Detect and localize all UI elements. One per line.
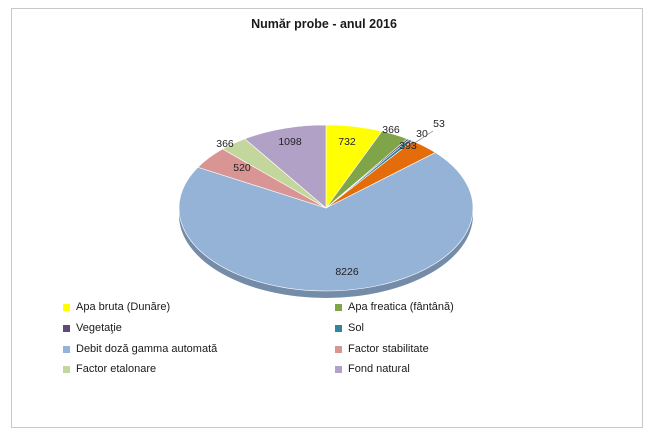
slice-value-label-2: 30 xyxy=(416,128,428,140)
slice-value-label-7: 366 xyxy=(216,138,234,150)
slice-value-label-0: 732 xyxy=(338,136,356,148)
leader-line-3 xyxy=(406,130,434,149)
chart-title: Număr probe - anul 2016 xyxy=(251,17,397,31)
slice-value-label-4: 393 xyxy=(399,140,417,152)
slice-value-label-5: 8226 xyxy=(335,266,359,278)
slice-value-label-8: 1098 xyxy=(278,136,302,148)
slice-value-label-1: 366 xyxy=(382,124,400,136)
slice-value-label-3: 53 xyxy=(433,118,445,130)
slice-value-label-6: 520 xyxy=(233,162,251,174)
pie-slice-5 xyxy=(178,152,474,292)
pie-slice-8 xyxy=(244,124,327,209)
leader-line-2 xyxy=(403,140,410,149)
